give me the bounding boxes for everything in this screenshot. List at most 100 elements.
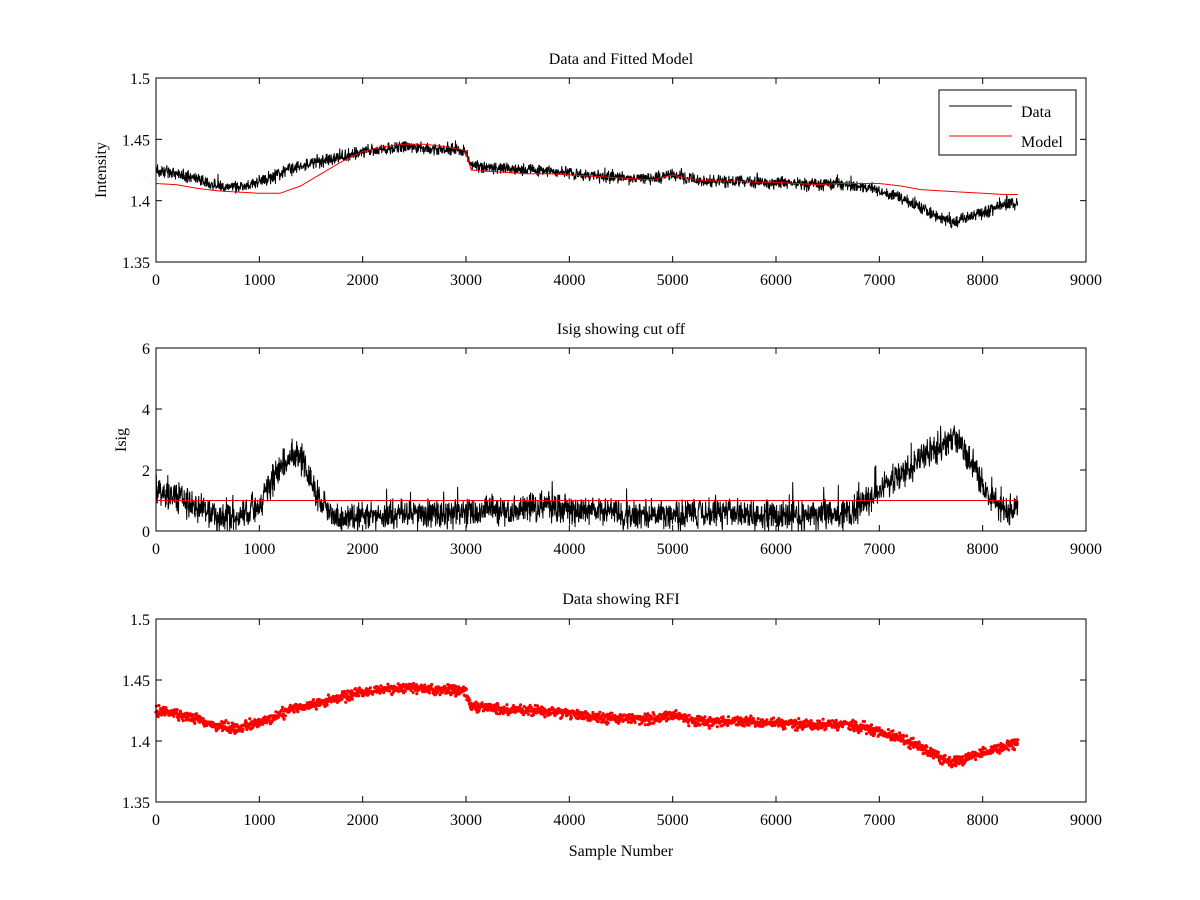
x-tick-label: 6000 bbox=[760, 541, 792, 558]
data-point bbox=[292, 710, 296, 714]
x-tick-label: 0 bbox=[152, 541, 160, 558]
data-point bbox=[350, 697, 354, 701]
data-point bbox=[869, 723, 874, 727]
data-point bbox=[974, 757, 978, 762]
x-tick-label: 8000 bbox=[967, 541, 999, 558]
x-tick-label: 8000 bbox=[967, 812, 999, 829]
data-point bbox=[643, 723, 648, 727]
data-point bbox=[1007, 748, 1011, 752]
data-point bbox=[652, 713, 656, 717]
data-point bbox=[1002, 748, 1006, 752]
data-point bbox=[936, 750, 941, 755]
data-point bbox=[180, 712, 184, 716]
data-point bbox=[954, 764, 958, 768]
data-point bbox=[761, 724, 765, 728]
data-point bbox=[571, 709, 576, 713]
data-point bbox=[345, 692, 349, 696]
data-point bbox=[896, 738, 900, 742]
x-tick-label: 0 bbox=[152, 812, 160, 829]
panel-isig-showing-cut-off: 0 1000 2000 3000 4000 5000 6000 7000 8000 9000 0 2 4… bbox=[113, 321, 1102, 558]
data-point bbox=[1015, 742, 1020, 746]
data-point bbox=[802, 721, 807, 725]
data-point bbox=[156, 715, 160, 719]
data-point bbox=[575, 708, 579, 712]
x-tick-label: 4000 bbox=[553, 541, 585, 558]
x-tick-label: 2000 bbox=[347, 272, 379, 289]
data-point bbox=[268, 716, 272, 720]
data-point bbox=[687, 724, 691, 728]
data-point bbox=[224, 719, 228, 723]
data-point bbox=[344, 700, 348, 704]
data-point bbox=[526, 712, 531, 716]
x-tick-label: 4000 bbox=[553, 812, 585, 829]
data-point bbox=[674, 709, 678, 713]
data-point bbox=[606, 721, 610, 725]
data-point bbox=[783, 726, 787, 731]
data-point bbox=[921, 748, 925, 752]
y-axis-label: Isig bbox=[113, 428, 130, 452]
data-point bbox=[502, 705, 506, 709]
data-point bbox=[857, 731, 861, 735]
y-tick-label: 0 bbox=[142, 524, 150, 541]
y-tick-label: 6 bbox=[142, 341, 150, 358]
data-point bbox=[917, 742, 922, 746]
y-tick-label: 1.35 bbox=[122, 255, 150, 272]
data-point bbox=[651, 711, 655, 715]
data-point bbox=[181, 719, 185, 723]
data-point bbox=[794, 719, 798, 723]
data-point bbox=[726, 723, 730, 728]
axes-frame bbox=[155, 347, 1087, 532]
y-tick-label: 1.45 bbox=[122, 673, 150, 690]
data-point bbox=[477, 709, 481, 713]
data-point bbox=[229, 730, 233, 735]
data-point bbox=[278, 713, 282, 717]
legend-label-data: Data bbox=[1021, 104, 1051, 121]
data-point bbox=[795, 728, 799, 732]
data-point bbox=[415, 692, 419, 696]
data-point bbox=[193, 721, 197, 726]
data-point bbox=[202, 724, 206, 728]
data-point bbox=[241, 727, 245, 731]
data-point bbox=[220, 728, 225, 733]
x-tick-label: 1000 bbox=[243, 541, 275, 558]
data-point bbox=[908, 747, 912, 751]
y-tick-label: 1.4 bbox=[130, 734, 150, 751]
data-point bbox=[855, 723, 859, 727]
x-tick-label: 3000 bbox=[450, 812, 482, 829]
data-point bbox=[664, 710, 668, 714]
data-point bbox=[633, 720, 637, 725]
data-point bbox=[244, 721, 249, 725]
data-point bbox=[877, 726, 881, 730]
data-point bbox=[749, 714, 753, 718]
data-point bbox=[862, 719, 867, 724]
data-point bbox=[175, 708, 179, 712]
data-point bbox=[428, 691, 432, 695]
data-point bbox=[505, 703, 509, 707]
data-point bbox=[325, 703, 329, 707]
data-point bbox=[280, 709, 284, 713]
data-point bbox=[797, 717, 801, 721]
data-point bbox=[340, 697, 344, 701]
data-point bbox=[756, 717, 760, 721]
data-point bbox=[646, 712, 650, 716]
x-tick-label: 2000 bbox=[347, 541, 379, 558]
data-point bbox=[311, 698, 316, 702]
data-point bbox=[911, 736, 915, 740]
series-line-model bbox=[155, 143, 1018, 195]
data-point bbox=[522, 704, 526, 709]
data-point bbox=[715, 725, 719, 729]
x-tick-label: 8000 bbox=[967, 272, 999, 289]
data-point bbox=[652, 721, 656, 725]
data-point bbox=[901, 737, 905, 741]
chart-title: Data and Fitted Model bbox=[549, 51, 694, 68]
data-point bbox=[411, 690, 415, 695]
data-point bbox=[314, 707, 318, 711]
x-tick-label: 7000 bbox=[863, 272, 895, 289]
x-tick-label: 2000 bbox=[347, 812, 379, 829]
data-point bbox=[891, 729, 895, 733]
data-point bbox=[809, 719, 813, 723]
x-tick-label: 9000 bbox=[1070, 272, 1102, 289]
data-point bbox=[379, 684, 383, 688]
data-point bbox=[377, 686, 381, 690]
